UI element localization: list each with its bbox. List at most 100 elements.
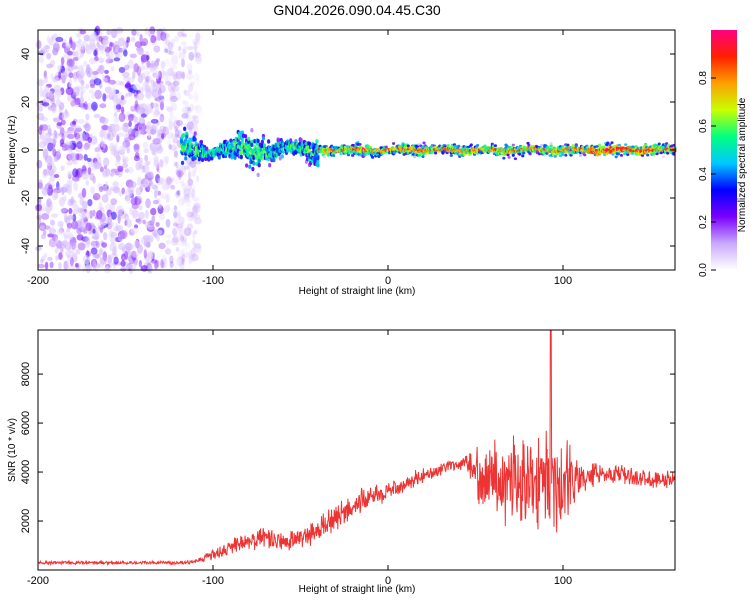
heatmap-cell xyxy=(605,152,609,156)
heatmap-cell xyxy=(72,168,79,178)
heatmap-cell xyxy=(66,161,73,166)
heatmap-cell xyxy=(58,252,63,260)
heatmap-cell xyxy=(177,222,184,228)
heatmap-cell xyxy=(66,58,75,68)
heatmap-cell xyxy=(36,159,43,169)
heatmap-cell xyxy=(183,45,188,54)
heatmap-cell xyxy=(252,161,256,166)
heatmap-cell xyxy=(168,144,173,150)
heatmap-cell xyxy=(94,147,100,153)
heatmap-cell xyxy=(189,116,196,123)
heatmap-cell xyxy=(195,56,203,65)
heatmap-cell xyxy=(48,184,53,190)
heatmap-cell xyxy=(126,197,131,204)
heatmap-cell xyxy=(50,213,59,218)
heatmap-cell xyxy=(187,106,192,112)
heatmap-cell xyxy=(163,41,169,48)
heatmap-cell xyxy=(570,147,572,152)
heatmap-cell xyxy=(99,256,107,265)
heatmap-cell xyxy=(193,241,197,250)
heatmap-cell xyxy=(39,225,46,230)
heatmap-cell xyxy=(193,214,201,220)
heatmap-cell xyxy=(181,71,186,79)
heatmap-cell xyxy=(46,63,53,69)
heatmap-cell xyxy=(608,143,612,147)
heatmap-cell xyxy=(518,152,522,156)
heatmap-cell xyxy=(127,166,134,174)
heatmap-cell xyxy=(512,148,514,153)
heatmap-cell xyxy=(176,190,180,196)
heatmap-cell xyxy=(58,71,62,79)
heatmap-cell xyxy=(164,177,172,184)
heatmap-cell xyxy=(103,131,109,140)
heatmap-cell xyxy=(345,145,349,148)
heatmap-cell xyxy=(118,66,126,74)
heatmap-cell xyxy=(602,145,606,149)
heatmap-cell xyxy=(191,188,196,199)
heatmap-cell xyxy=(60,207,67,213)
colorbar-label: Normalized spectral amplitude xyxy=(737,97,748,232)
heatmap-cell xyxy=(186,223,194,230)
heatmap-cell xyxy=(247,136,251,142)
heatmap-cell xyxy=(76,70,85,79)
heatmap-cell xyxy=(200,157,205,163)
heatmap-cell xyxy=(172,80,180,87)
heatmap-cell xyxy=(57,148,61,155)
heatmap-cell xyxy=(71,240,76,251)
heatmap-cell xyxy=(250,142,254,148)
heatmap-cell xyxy=(421,155,425,158)
heatmap-cell xyxy=(45,161,53,167)
heatmap-cell xyxy=(169,95,178,103)
heatmap-cell xyxy=(651,148,654,152)
heatmap-cell xyxy=(63,234,68,244)
heatmap-cell xyxy=(194,243,202,249)
heatmap-cell xyxy=(606,141,610,145)
heatmap-cell xyxy=(652,147,655,152)
heatmap-cell xyxy=(248,164,252,169)
heatmap-cell xyxy=(315,144,319,149)
heatmap-cell xyxy=(66,222,73,229)
heatmap-cell xyxy=(491,147,493,152)
heatmap-cell xyxy=(190,212,198,221)
heatmap-cell xyxy=(73,182,78,191)
heatmap-cell xyxy=(192,52,201,62)
heatmap-cell xyxy=(137,187,141,193)
heatmap-cell xyxy=(87,136,93,144)
heatmap-cell xyxy=(43,75,49,84)
heatmap-cell xyxy=(666,147,668,152)
heatmap-cell xyxy=(616,152,620,156)
heatmap-cell xyxy=(193,40,201,45)
heatmap-cell xyxy=(193,124,199,134)
heatmap-cell xyxy=(623,152,627,156)
heatmap-cell xyxy=(60,57,65,65)
heatmap-cell xyxy=(184,193,190,199)
heatmap-cell xyxy=(63,260,69,271)
heatmap-cell xyxy=(192,171,196,178)
heatmap-cell xyxy=(170,38,176,48)
heatmap-cell xyxy=(108,41,113,51)
heatmap-cell xyxy=(122,71,130,78)
heatmap-cell xyxy=(101,242,108,248)
heatmap-cell xyxy=(41,90,49,98)
heatmap-cell xyxy=(52,47,57,54)
heatmap-cell xyxy=(355,147,357,151)
heatmap-cell xyxy=(125,188,133,198)
heatmap-cell xyxy=(132,116,138,123)
heatmap-cell xyxy=(144,178,150,188)
heatmap-cell xyxy=(90,247,98,255)
heatmap-cell xyxy=(138,129,145,135)
heatmap-cell xyxy=(38,141,47,148)
heatmap-x-tick-label: 100 xyxy=(554,275,572,287)
heatmap-cell xyxy=(42,229,47,236)
heatmap-cell xyxy=(146,220,154,228)
heatmap-cell xyxy=(155,146,164,154)
heatmap-cell xyxy=(81,170,89,180)
heatmap-cell xyxy=(71,220,79,230)
heatmap-cell xyxy=(80,90,84,99)
heatmap-cell xyxy=(177,237,181,243)
heatmap-cell xyxy=(164,234,172,239)
heatmap-cell xyxy=(38,56,45,64)
heatmap-cell xyxy=(166,107,173,113)
heatmap-cell xyxy=(174,178,180,185)
heatmap-cell xyxy=(119,230,128,239)
